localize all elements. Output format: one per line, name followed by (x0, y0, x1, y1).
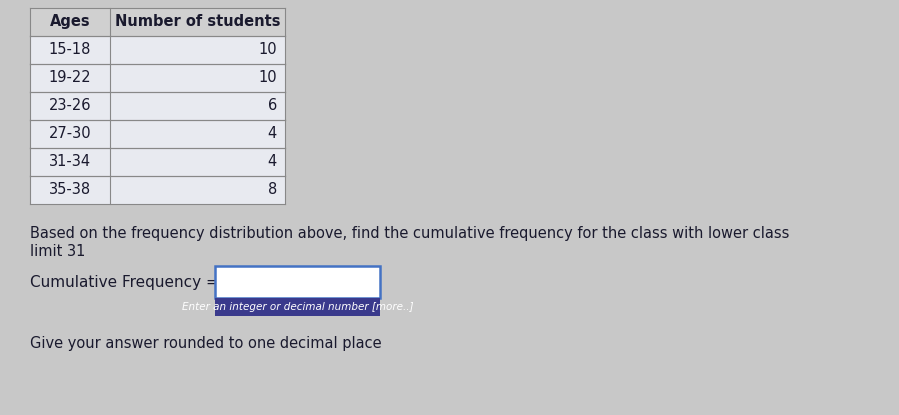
Bar (110, 176, 285, 204)
Text: Based on the frequency distribution above, find the cumulative frequency for the: Based on the frequency distribution abov… (30, 226, 789, 241)
Bar (215, 298, 380, 316)
Bar (215, 266, 380, 298)
Text: Number of students: Number of students (115, 15, 280, 29)
Bar (110, 120, 285, 148)
Text: 10: 10 (258, 42, 277, 58)
Text: limit 31: limit 31 (30, 244, 85, 259)
Text: 15-18: 15-18 (49, 42, 91, 58)
Bar (30, 148, 110, 176)
Text: 27-30: 27-30 (49, 127, 92, 142)
Bar (110, 36, 285, 64)
Bar (30, 64, 110, 92)
Bar (30, 8, 110, 36)
Bar (30, 120, 110, 148)
Text: Cumulative Frequency =: Cumulative Frequency = (30, 274, 218, 290)
Bar (110, 92, 285, 120)
Text: 6: 6 (268, 98, 277, 113)
Text: 23-26: 23-26 (49, 98, 92, 113)
Text: 10: 10 (258, 71, 277, 85)
Bar (30, 36, 110, 64)
Bar (30, 176, 110, 204)
Text: 35-38: 35-38 (49, 183, 91, 198)
Text: 8: 8 (268, 183, 277, 198)
Bar (110, 148, 285, 176)
Text: Enter an integer or decimal number [more..]: Enter an integer or decimal number [more… (182, 302, 414, 312)
Text: 4: 4 (268, 127, 277, 142)
Bar (110, 64, 285, 92)
Text: Ages: Ages (49, 15, 90, 29)
Text: 19-22: 19-22 (49, 71, 92, 85)
Bar (110, 8, 285, 36)
Text: Give your answer rounded to one decimal place: Give your answer rounded to one decimal … (30, 336, 381, 351)
Text: 4: 4 (268, 154, 277, 169)
Text: 31-34: 31-34 (49, 154, 91, 169)
Bar (30, 92, 110, 120)
